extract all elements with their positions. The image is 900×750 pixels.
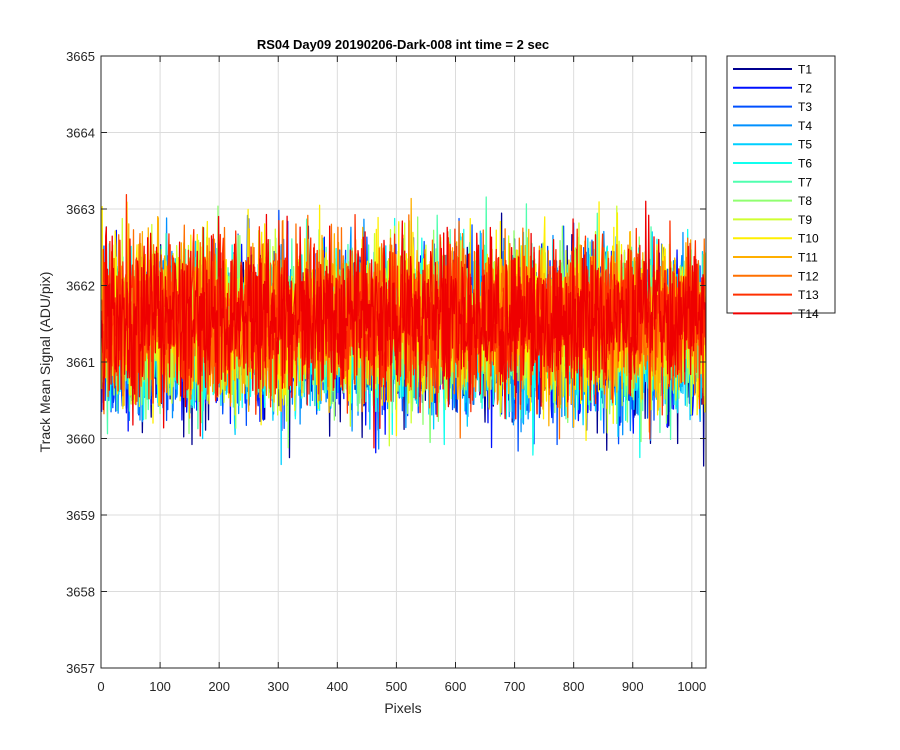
legend-box	[726, 55, 836, 314]
x-tick-label: 100	[149, 679, 171, 694]
series-layer	[101, 194, 706, 467]
x-tick-label: 700	[504, 679, 526, 694]
x-axis-label: Pixels	[384, 700, 421, 716]
legend-label: T9	[798, 213, 812, 227]
x-tick-label: 900	[622, 679, 644, 694]
y-tick-label: 3657	[66, 661, 95, 676]
legend-label: T13	[798, 288, 819, 302]
x-tick-label: 300	[267, 679, 289, 694]
y-tick-label: 3665	[66, 49, 95, 64]
y-tick-label: 3664	[66, 126, 95, 141]
legend-label: T3	[798, 100, 812, 114]
legend-label: T11	[798, 251, 818, 265]
legend-label: T4	[798, 119, 812, 133]
x-tick-label: 800	[563, 679, 585, 694]
x-tick-label: 500	[386, 679, 408, 694]
legend-label: T7	[798, 175, 812, 189]
legend: T1 T2 T3 T4 T5 T6 T7 T8 T9 T10 T11 T12 T13 T14	[726, 55, 836, 321]
legend-label: T6	[798, 157, 812, 171]
y-tick-label: 3661	[66, 355, 95, 370]
legend-label: T1	[798, 63, 812, 77]
chart-title: RS04 Day09 20190206-Dark-008 int time = …	[257, 37, 549, 52]
y-axis-label: Track Mean Signal (ADU/pix)	[37, 272, 53, 453]
legend-label: T2	[798, 81, 812, 95]
axis-ticks: 0 100 200 300 400 500 600 700 800 900 1000 3657 3658…	[66, 49, 706, 694]
legend-label: T14	[798, 307, 819, 321]
x-tick-label: 0	[97, 679, 104, 694]
legend-label: T5	[798, 138, 812, 152]
x-tick-label: 200	[208, 679, 230, 694]
x-tick-label: 400	[326, 679, 348, 694]
legend-label: T8	[798, 194, 812, 208]
y-tick-label: 3660	[66, 432, 95, 447]
y-tick-label: 3663	[66, 202, 95, 217]
series-line-t14	[101, 200, 706, 449]
x-tick-label: 600	[445, 679, 467, 694]
x-tick-label: 1000	[677, 679, 706, 694]
legend-label: T12	[798, 269, 819, 283]
y-tick-label: 3658	[66, 585, 95, 600]
y-tick-label: 3659	[66, 508, 95, 523]
legend-label: T10	[798, 232, 819, 246]
y-tick-label: 3662	[66, 279, 95, 294]
